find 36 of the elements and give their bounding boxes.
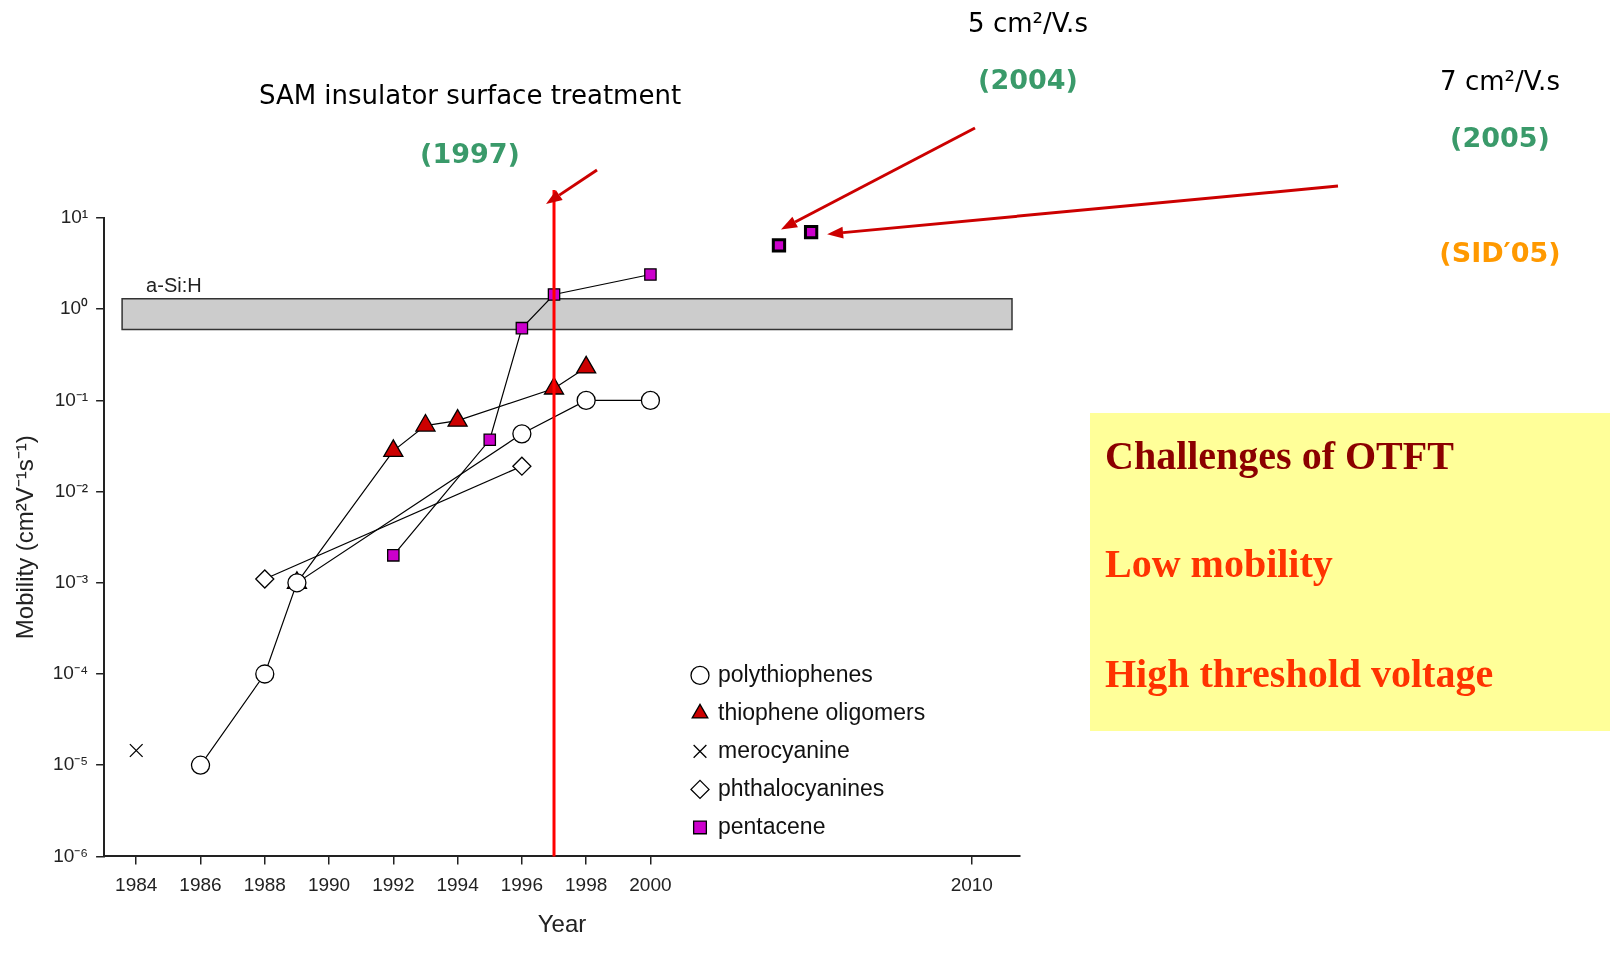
y-tick-label: 10¹ xyxy=(60,206,89,228)
band-label: a-Si:H xyxy=(146,274,202,297)
text: (1997) xyxy=(420,138,520,169)
text: SAM insulator surface treatment xyxy=(258,80,682,110)
y-tick-label: 10⁻⁵ xyxy=(53,753,89,775)
text: Challenges of OTFT xyxy=(1105,432,1454,479)
x-tick-label: 1998 xyxy=(565,874,608,896)
legend-label: phthalocyanines xyxy=(718,774,885,801)
y-tick-label: 10⁻² xyxy=(54,479,89,501)
x-tick-label: 1988 xyxy=(243,874,286,896)
legend-label: polythiophenes xyxy=(718,660,873,687)
text: 7 cm²/V.s xyxy=(1440,66,1560,96)
x-tick-label: 2010 xyxy=(950,874,993,896)
legend-label: pentacene xyxy=(718,812,826,839)
x-tick-label: 2000 xyxy=(629,874,672,896)
y-tick-label: 10⁻⁶ xyxy=(53,844,89,866)
x-tick-label: 1996 xyxy=(500,874,544,896)
x-axis-title: Year xyxy=(537,910,587,938)
text: High threshold voltage xyxy=(1105,650,1494,697)
text: Low mobility xyxy=(1105,540,1333,587)
y-tick-label: 10⁻¹ xyxy=(54,388,89,410)
text: (SID′05) xyxy=(1439,237,1561,268)
text: (2005) xyxy=(1450,122,1550,153)
x-tick-label: 1984 xyxy=(115,874,158,896)
y-tick-label: 10⁻⁴ xyxy=(52,662,89,684)
y-tick-label: 10⁰ xyxy=(59,297,89,319)
y-tick-label: 10⁻³ xyxy=(54,571,89,593)
legend-label: thiophene oligomers xyxy=(718,698,926,725)
x-tick-label: 1992 xyxy=(372,874,415,896)
y-axis-title: Mobility (cm²V⁻¹s⁻¹) xyxy=(11,435,39,640)
x-tick-label: 1990 xyxy=(307,874,351,896)
text: (2004) xyxy=(978,64,1078,95)
text: 5 cm²/V.s xyxy=(968,8,1088,38)
x-tick-label: 1994 xyxy=(436,874,480,896)
legend-label: merocyanine xyxy=(718,736,850,763)
x-tick-label: 1986 xyxy=(179,874,222,896)
